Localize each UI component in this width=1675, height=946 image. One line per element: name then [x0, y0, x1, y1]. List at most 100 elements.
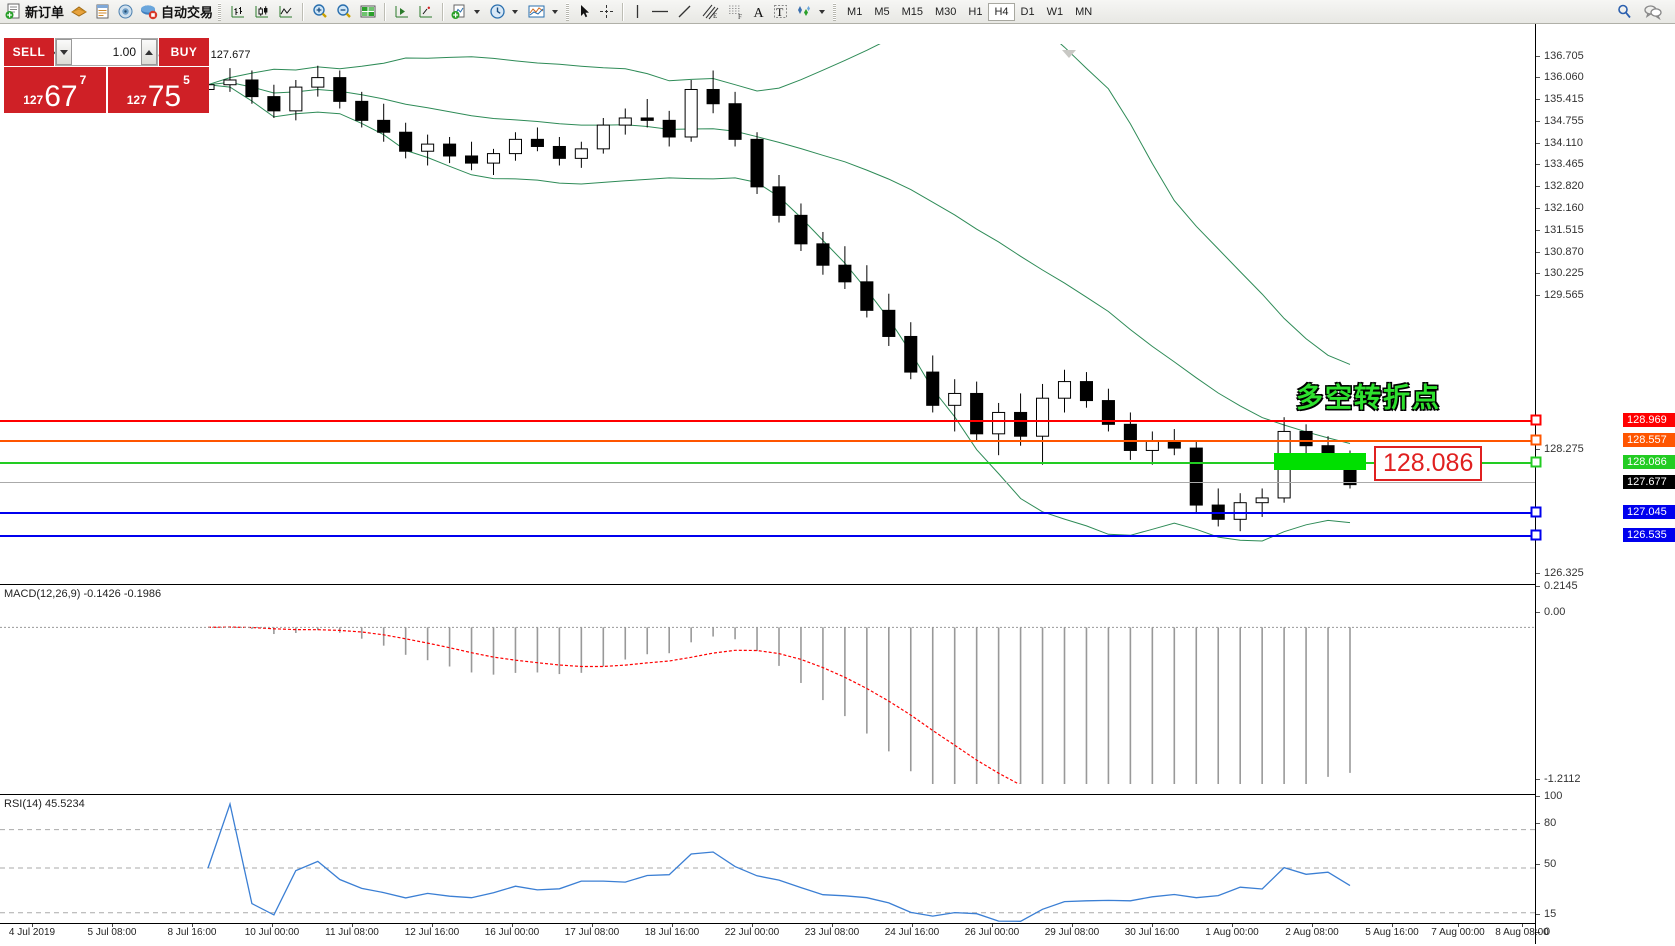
- time-tick: [1232, 924, 1233, 927]
- price-axis-label: 135.415: [1544, 93, 1584, 105]
- shift-end-button[interactable]: [390, 1, 414, 23]
- price-level-tag[interactable]: 128.969: [1623, 413, 1675, 427]
- price-callout-label[interactable]: 128.086: [1374, 446, 1483, 481]
- svg-text:E: E: [713, 12, 717, 20]
- autotrading-button[interactable]: 自动交易: [137, 1, 216, 23]
- indicators-dropdown-caret[interactable]: [474, 9, 481, 14]
- horizontal-line-button[interactable]: [647, 1, 673, 23]
- timeframe-d1[interactable]: D1: [1020, 5, 1035, 18]
- price-level-line[interactable]: [0, 535, 1535, 537]
- price-chart-canvas[interactable]: [0, 44, 1535, 549]
- fibonacci-icon: F: [726, 3, 745, 20]
- price-level-handle[interactable]: [1530, 434, 1542, 446]
- bar-chart-button[interactable]: [226, 1, 250, 23]
- volume-decrease-button[interactable]: [56, 39, 72, 65]
- highlight-zone-rectangle[interactable]: [1274, 453, 1366, 470]
- cursor-button[interactable]: [574, 1, 595, 23]
- axis-tick: [1536, 449, 1540, 450]
- candle-body: [1014, 411, 1028, 437]
- text-label-button[interactable]: A: [748, 1, 769, 23]
- timeframe-w1[interactable]: W1: [1046, 5, 1064, 18]
- price-axis-label: 130.225: [1544, 267, 1584, 279]
- text-object-button[interactable]: T: [769, 1, 792, 23]
- time-axis-label: 10 Jul 00:00: [244, 927, 300, 938]
- chat-icon[interactable]: [1643, 3, 1663, 20]
- price-axis-label: 129.565: [1544, 289, 1584, 301]
- candle-body: [508, 138, 523, 155]
- fibonacci-button[interactable]: F: [723, 1, 748, 23]
- price-level-line[interactable]: [0, 482, 1535, 483]
- price-level-tag[interactable]: 127.045: [1623, 505, 1675, 519]
- tile-windows-button[interactable]: [356, 1, 380, 23]
- indicators-button[interactable]: [448, 1, 486, 23]
- timeframe-h4[interactable]: H4: [988, 2, 1015, 21]
- chart-scroll-indicator: [1062, 50, 1076, 58]
- navigator-button[interactable]: [114, 1, 137, 23]
- buy-price-big: 75: [147, 80, 182, 113]
- rsi-chart-canvas[interactable]: [0, 796, 1535, 946]
- shapes-button[interactable]: [792, 1, 831, 23]
- templates-dropdown-caret[interactable]: [552, 9, 559, 14]
- axis-tick: [1536, 77, 1540, 78]
- expert-advisors-button[interactable]: [67, 1, 91, 23]
- price-axis-label: 128.275: [1544, 443, 1584, 455]
- toolbar-grip-3[interactable]: [833, 2, 837, 21]
- zoom-in-button[interactable]: [308, 1, 332, 23]
- price-level-tag[interactable]: 128.557: [1623, 433, 1675, 447]
- auto-scroll-button[interactable]: [414, 1, 438, 23]
- sell-button[interactable]: SELL: [4, 38, 54, 66]
- timeframe-m15[interactable]: M15: [901, 5, 923, 18]
- price-level-tag[interactable]: 128.086: [1623, 455, 1675, 469]
- period-dropdown-caret[interactable]: [512, 9, 519, 14]
- data-window-button[interactable]: [91, 1, 114, 23]
- axis-tick: [1536, 56, 1540, 57]
- price-level-line[interactable]: [0, 440, 1535, 442]
- equidistant-channel-button[interactable]: E: [697, 1, 723, 23]
- zoom-out-button[interactable]: [332, 1, 356, 23]
- toolbar-grip-2[interactable]: [566, 2, 570, 21]
- candle-body: [245, 79, 259, 98]
- toolbar-separator-4: [622, 2, 625, 21]
- svg-text:A: A: [754, 6, 765, 20]
- price-level-tag[interactable]: 126.535: [1623, 528, 1675, 542]
- toolbar-grip[interactable]: [218, 2, 222, 21]
- shapes-dropdown-caret[interactable]: [819, 9, 826, 14]
- timeframe-h1[interactable]: H1: [968, 5, 983, 18]
- timeframe-m5[interactable]: M5: [874, 5, 890, 18]
- vertical-line-button[interactable]: [628, 1, 647, 23]
- new-order-button[interactable]: 新订单: [2, 1, 67, 23]
- price-level-handle[interactable]: [1530, 414, 1542, 426]
- timeframe-m30[interactable]: M30: [935, 5, 957, 18]
- templates-button[interactable]: [524, 1, 564, 23]
- price-level-line[interactable]: [0, 462, 1535, 464]
- candlestick-chart-button[interactable]: [250, 1, 274, 23]
- period-button[interactable]: [486, 1, 524, 23]
- macd-chart-canvas[interactable]: [0, 589, 1535, 784]
- buy-price-quote[interactable]: 127 75 5: [107, 67, 209, 113]
- chart-area[interactable]: GBPJPY-,H4 127.725 127.750 127.664 127.6…: [0, 24, 1675, 944]
- volume-stepper[interactable]: 1.00: [55, 38, 158, 66]
- volume-increase-button[interactable]: [141, 39, 157, 65]
- volume-value[interactable]: 1.00: [72, 39, 141, 65]
- price-level-tag[interactable]: 127.677: [1623, 475, 1675, 489]
- price-level-line[interactable]: [0, 512, 1535, 514]
- search-icon[interactable]: [1616, 3, 1633, 20]
- sell-price-quote[interactable]: 127 67 7: [4, 67, 106, 113]
- auto-scroll-icon: [417, 3, 435, 20]
- line-chart-button[interactable]: [274, 1, 298, 23]
- price-level-line[interactable]: [0, 420, 1535, 422]
- candle-body: [882, 309, 896, 337]
- timeframe-mn[interactable]: MN: [1075, 5, 1093, 18]
- chart-annotation-text[interactable]: 多空转折点: [1296, 383, 1441, 414]
- price-level-handle[interactable]: [1530, 506, 1542, 518]
- buy-button[interactable]: BUY: [159, 38, 209, 66]
- timeframe-m1[interactable]: M1: [847, 5, 863, 18]
- time-tick: [512, 924, 513, 927]
- price-level-handle[interactable]: [1530, 456, 1542, 468]
- crosshair-button[interactable]: [595, 1, 618, 23]
- time-axis[interactable]: 4 Jul 2019 5 Jul 08:00 8 Jul 16:00 10 Jul 0…: [0, 923, 1549, 944]
- toolbar-right-icons: [1616, 3, 1673, 20]
- price-level-handle[interactable]: [1530, 529, 1542, 541]
- trendline-button[interactable]: [673, 1, 697, 23]
- one-click-trading-panel[interactable]: SELL 1.00 BUY 127 67 7 127 75 5: [4, 38, 209, 113]
